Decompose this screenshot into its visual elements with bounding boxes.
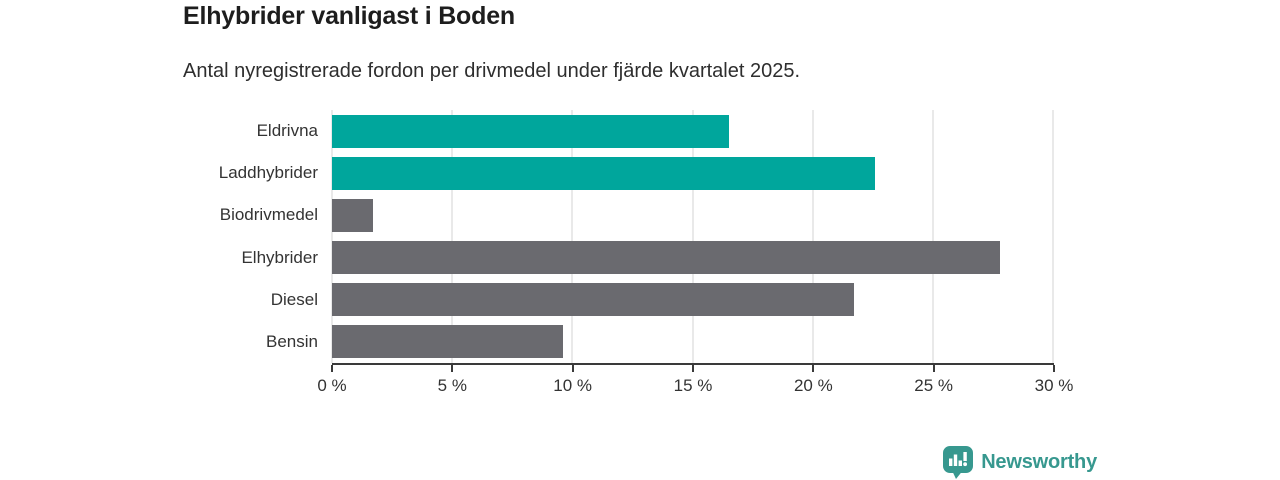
category-label: Laddhybrider (218, 163, 318, 183)
x-axis-tick (692, 365, 694, 372)
x-axis-tick (331, 365, 333, 372)
category-label: Bensin (266, 331, 318, 351)
category-label: Diesel (270, 289, 318, 309)
plot-area (331, 110, 1054, 363)
gridline (691, 110, 694, 363)
bar-diesel (332, 283, 854, 317)
x-axis-tick-label: 10 % (553, 376, 593, 395)
x-axis-tick (571, 365, 574, 372)
gridline (811, 110, 814, 363)
gridline (571, 110, 574, 363)
bar-elhybrider (332, 241, 1001, 275)
chart-subtitle: Antal nyregistrerade fordon per drivmede… (183, 60, 801, 82)
gridline (331, 110, 333, 363)
x-axis: 0 % 5 % 10 % 15 % 20 % 25 % 30 % (317, 363, 1073, 403)
bar-row (332, 152, 1053, 194)
bar-row (332, 237, 1053, 279)
bar-row (332, 279, 1053, 321)
x-axis-tick-label: 25 % (914, 376, 954, 395)
category-label: Eldrivna (256, 121, 318, 141)
category-label: Biodrivmedel (219, 205, 318, 225)
newsworthy-logo-text: Newsworthy (981, 451, 1097, 473)
x-axis-line (332, 363, 1054, 365)
x-axis-tick-label: 20 % (793, 376, 833, 395)
bar-row (332, 321, 1053, 363)
bar-chart-speech-bubble-icon (943, 446, 974, 479)
bar-bensin (332, 325, 563, 359)
gridline (1052, 110, 1054, 363)
bar-row (332, 110, 1053, 152)
x-axis-tick (812, 365, 815, 372)
newsworthy-branding: Newsworthy (943, 446, 1097, 479)
bar-row (332, 194, 1053, 236)
x-axis-tick (451, 365, 454, 372)
gridline (931, 110, 934, 363)
bar-eldrivna (332, 114, 729, 148)
x-axis-tick-label: 30 % (1034, 376, 1074, 395)
category-labels: Eldrivna Laddhybrider Biodrivmedel Elhybrid… (0, 110, 318, 363)
category-label: Elhybrider (241, 247, 318, 267)
x-axis-tick (932, 365, 935, 372)
x-axis-tick (1053, 365, 1055, 372)
x-axis-tick-label: 0 % (317, 376, 347, 395)
x-axis-tick-label: 5 % (437, 376, 467, 395)
gridline (451, 110, 454, 363)
bars-layer (332, 110, 1053, 363)
x-axis-tick-label: 15 % (673, 376, 713, 395)
bar-biodrivmedel (332, 198, 373, 232)
chart-title: Elhybrider vanligast i Boden (183, 2, 515, 30)
bar-laddhybrider (332, 156, 876, 190)
